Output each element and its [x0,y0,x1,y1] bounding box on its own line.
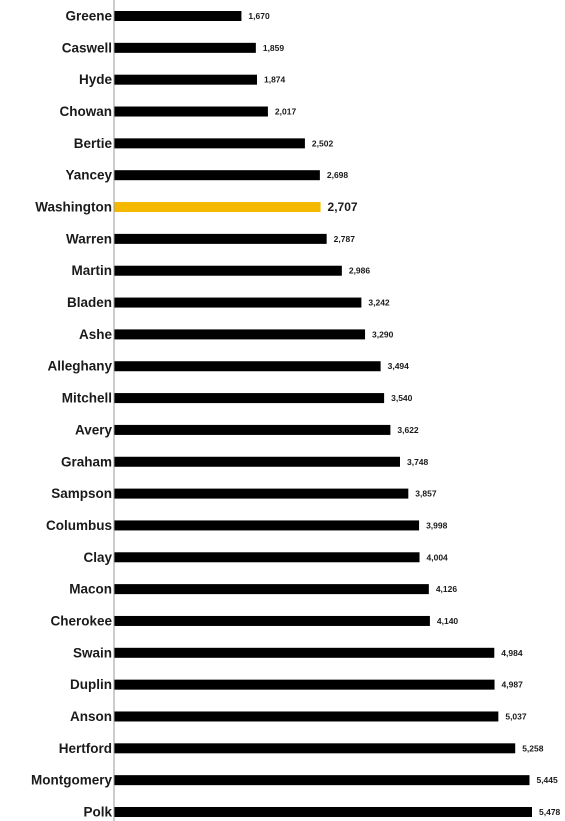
bar-montgomery [114,775,530,786]
value-label-bertie: 2,502 [312,138,334,148]
category-label-ashe: Ashe [79,327,113,342]
bar-chowan [114,106,268,117]
bar-warren [114,233,327,244]
bar-macon [114,584,429,595]
bar-alleghany [114,361,381,372]
category-label-alleghany: Alleghany [47,359,112,374]
category-label-clay: Clay [83,550,112,565]
value-label-hertford: 5,258 [522,743,544,753]
bar-anson [114,711,499,722]
value-label-sampson: 3,857 [415,489,437,499]
value-label-polk: 5,478 [539,807,561,817]
bar-bladen [114,297,362,308]
value-label-macon: 4,126 [436,584,458,594]
value-label-duplin: 4,987 [502,680,524,690]
category-label-chowan: Chowan [60,104,113,119]
bar-sampson [114,488,409,499]
category-label-hertford: Hertford [59,741,112,756]
value-label-bladen: 3,242 [368,298,390,308]
bar-avery [114,424,391,435]
category-label-graham: Graham [61,454,112,469]
bar-hertford [114,743,516,754]
value-label-anson: 5,037 [505,711,527,721]
bar-yancey [114,170,320,181]
value-label-avery: 3,622 [397,425,419,435]
bar-hyde [114,74,257,85]
category-label-bladen: Bladen [67,295,112,310]
value-label-yancey: 2,698 [327,170,349,180]
bar-greene [114,11,242,21]
value-label-alleghany: 3,494 [388,361,410,371]
category-label-avery: Avery [75,422,113,437]
value-label-greene: 1,670 [248,11,270,21]
bar-mitchell [114,393,385,404]
category-label-columbus: Columbus [46,518,112,533]
value-label-martin: 2,986 [349,266,371,276]
value-label-columbus: 3,998 [426,520,448,530]
bar-swain [114,647,495,658]
bar-columbus [114,520,420,531]
category-label-duplin: Duplin [70,677,112,692]
value-label-hyde: 1,874 [264,75,286,85]
category-label-washington: Washington [35,200,112,215]
bar-bertie [114,138,305,149]
value-label-clay: 4,004 [427,552,449,562]
bar-caswell [114,42,256,53]
value-label-warren: 2,787 [334,234,356,244]
category-label-yancey: Yancey [65,168,112,183]
category-label-warren: Warren [66,231,112,246]
bar-duplin [114,679,495,690]
value-label-mitchell: 3,540 [391,393,413,403]
value-label-caswell: 1,859 [263,43,285,53]
bar-graham [114,456,400,467]
category-label-bertie: Bertie [74,136,113,151]
category-label-martin: Martin [72,263,113,278]
category-label-anson: Anson [70,709,112,724]
category-label-caswell: Caswell [62,40,112,55]
category-label-swain: Swain [73,645,112,660]
category-label-montgomery: Montgomery [31,773,112,788]
bar-polk [114,807,532,817]
bar-ashe [114,329,366,340]
value-label-graham: 3,748 [407,457,429,467]
value-label-chowan: 2,017 [275,107,297,117]
value-label-swain: 4,984 [501,648,523,658]
category-labels-group: Greene Caswell Hyde Chowan Bertie Yancey Washi… [31,9,112,820]
bar-martin [114,265,342,276]
bar-washington [114,202,321,213]
bars-group [114,11,532,817]
category-label-hyde: Hyde [79,72,113,87]
category-label-sampson: Sampson [51,486,112,501]
category-label-mitchell: Mitchell [62,391,112,406]
value-label-washington: 2,707 [328,200,358,214]
value-label-montgomery: 5,445 [536,775,558,785]
value-labels-group: 1,670 1,859 1,874 2,017 2,502 2,698 2,707 2,787… [248,11,560,817]
category-label-macon: Macon [69,582,112,597]
bar-cherokee [114,615,430,626]
category-label-cherokee: Cherokee [50,613,112,628]
bar-clay [114,552,420,563]
value-label-ashe: 3,290 [372,329,394,339]
value-label-cherokee: 4,140 [437,616,459,626]
category-label-polk: Polk [83,805,112,820]
category-label-greene: Greene [65,9,112,24]
